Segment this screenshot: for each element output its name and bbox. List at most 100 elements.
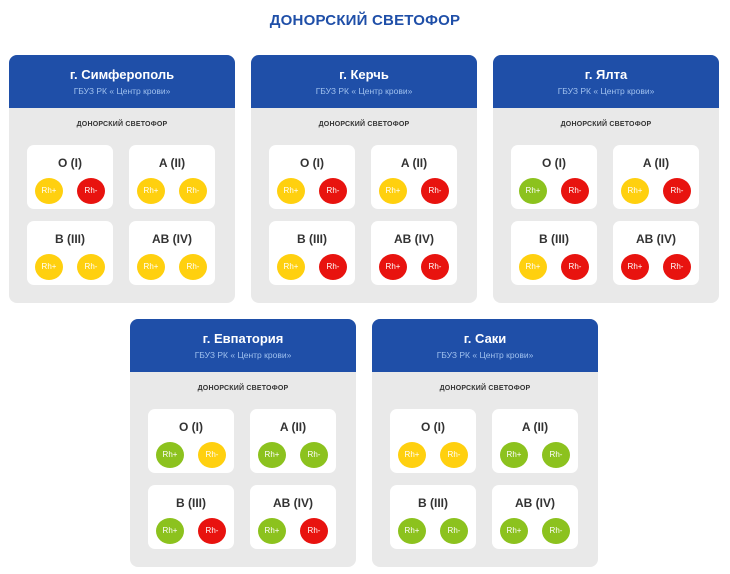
city-name: г. Ялта	[584, 67, 628, 82]
blood-group-name: B (III)	[55, 232, 85, 246]
rh-negative-indicator: Rh-	[198, 442, 226, 468]
rh-positive-indicator: Rh+	[379, 178, 407, 204]
blood-group-name: B (III)	[418, 496, 448, 510]
blood-group-name: O (I)	[58, 156, 82, 170]
card-header: г. Керчь ГБУЗ РК « Центр крови»	[251, 55, 477, 108]
rh-positive-indicator: Rh+	[156, 442, 184, 468]
blood-group-b: B (III) Rh+ Rh-	[511, 221, 597, 285]
organization-name: ГБУЗ РК « Центр крови»	[436, 350, 534, 360]
card-header: г. Саки ГБУЗ РК « Центр крови»	[372, 319, 598, 372]
blood-group-name: O (I)	[179, 420, 203, 434]
rh-negative-indicator: Rh-	[561, 254, 589, 280]
blood-group-o: O (I) Rh+ Rh-	[511, 145, 597, 209]
organization-name: ГБУЗ РК « Центр крови»	[194, 350, 292, 360]
rh-positive-indicator: Rh+	[277, 178, 305, 204]
organization-name: ГБУЗ РК « Центр крови»	[315, 86, 413, 96]
rh-positive-indicator: Rh+	[519, 178, 547, 204]
rh-positive-indicator: Rh+	[621, 254, 649, 280]
city-card: г. Ялта ГБУЗ РК « Центр крови» ДОНОРСКИЙ С…	[493, 55, 719, 303]
blood-group-ab: AB (IV) Rh+ Rh-	[371, 221, 457, 285]
rh-positive-indicator: Rh+	[258, 518, 286, 544]
blood-group-name: A (II)	[279, 420, 307, 434]
rh-negative-indicator: Rh-	[561, 178, 589, 204]
page-title: ДОНОРСКИЙ СВЕТОФОР	[269, 12, 461, 29]
blood-group-b: B (III) Rh+ Rh-	[390, 485, 476, 549]
city-card: г. Симферополь ГБУЗ РК « Центр крови» ДОНО…	[9, 55, 235, 303]
organization-name: ГБУЗ РК « Центр крови»	[557, 86, 655, 96]
card-header: г. Симферополь ГБУЗ РК « Центр крови»	[9, 55, 235, 108]
organization-name: ГБУЗ РК « Центр крови»	[73, 86, 171, 96]
svetofor-label: ДОНОРСКИЙ СВЕТОФОР	[439, 385, 531, 392]
blood-group-ab: AB (IV) Rh+ Rh-	[129, 221, 215, 285]
card-header: г. Евпатория ГБУЗ РК « Центр крови»	[130, 319, 356, 372]
blood-group-ab: AB (IV) Rh+ Rh-	[613, 221, 699, 285]
blood-group-o: O (I) Rh+ Rh-	[269, 145, 355, 209]
rh-positive-indicator: Rh+	[156, 518, 184, 544]
rh-negative-indicator: Rh-	[440, 518, 468, 544]
city-card: г. Керчь ГБУЗ РК « Центр крови» ДОНОРСКИЙ …	[251, 55, 477, 303]
blood-group-name: A (II)	[642, 156, 670, 170]
rh-negative-indicator: Rh-	[179, 178, 207, 204]
svetofor-label: ДОНОРСКИЙ СВЕТОФОР	[318, 121, 410, 128]
rh-positive-indicator: Rh+	[35, 178, 63, 204]
svetofor-label: ДОНОРСКИЙ СВЕТОФОР	[197, 385, 289, 392]
blood-group-b: B (III) Rh+ Rh-	[269, 221, 355, 285]
rh-positive-indicator: Rh+	[379, 254, 407, 280]
rh-positive-indicator: Rh+	[398, 518, 426, 544]
rh-positive-indicator: Rh+	[137, 178, 165, 204]
rh-negative-indicator: Rh-	[421, 178, 449, 204]
blood-group-name: B (III)	[176, 496, 206, 510]
rh-positive-indicator: Rh+	[258, 442, 286, 468]
blood-group-name: AB (IV)	[273, 496, 313, 510]
city-name: г. Саки	[463, 331, 507, 346]
rh-positive-indicator: Rh+	[137, 254, 165, 280]
blood-group-name: AB (IV)	[636, 232, 676, 246]
city-name: г. Евпатория	[202, 331, 284, 346]
blood-group-name: A (II)	[158, 156, 186, 170]
blood-group-name: O (I)	[300, 156, 324, 170]
rh-negative-indicator: Rh-	[319, 178, 347, 204]
blood-group-name: B (III)	[297, 232, 327, 246]
blood-group-name: AB (IV)	[515, 496, 555, 510]
city-name: г. Керчь	[339, 67, 389, 82]
rh-negative-indicator: Rh-	[542, 442, 570, 468]
blood-group-b: B (III) Rh+ Rh-	[148, 485, 234, 549]
rh-negative-indicator: Rh-	[77, 254, 105, 280]
rh-negative-indicator: Rh-	[542, 518, 570, 544]
svetofor-label: ДОНОРСКИЙ СВЕТОФОР	[560, 121, 652, 128]
blood-group-name: AB (IV)	[394, 232, 434, 246]
rh-negative-indicator: Rh-	[198, 518, 226, 544]
blood-group-o: O (I) Rh+ Rh-	[148, 409, 234, 473]
rh-positive-indicator: Rh+	[35, 254, 63, 280]
blood-group-name: B (III)	[539, 232, 569, 246]
city-card: г. Саки ГБУЗ РК « Центр крови» ДОНОРСКИЙ С…	[372, 319, 598, 567]
rh-negative-indicator: Rh-	[179, 254, 207, 280]
svetofor-label: ДОНОРСКИЙ СВЕТОФОР	[76, 121, 168, 128]
rh-negative-indicator: Rh-	[440, 442, 468, 468]
blood-group-b: B (III) Rh+ Rh-	[27, 221, 113, 285]
rh-negative-indicator: Rh-	[77, 178, 105, 204]
blood-group-name: AB (IV)	[152, 232, 192, 246]
rh-negative-indicator: Rh-	[300, 442, 328, 468]
rh-negative-indicator: Rh-	[663, 178, 691, 204]
blood-group-a: A (II) Rh+ Rh-	[492, 409, 578, 473]
rh-positive-indicator: Rh+	[519, 254, 547, 280]
rh-positive-indicator: Rh+	[500, 518, 528, 544]
rh-negative-indicator: Rh-	[319, 254, 347, 280]
rh-negative-indicator: Rh-	[663, 254, 691, 280]
blood-group-a: A (II) Rh+ Rh-	[129, 145, 215, 209]
city-card: г. Евпатория ГБУЗ РК « Центр крови» ДОНОРС…	[130, 319, 356, 567]
blood-group-o: O (I) Rh+ Rh-	[27, 145, 113, 209]
blood-group-name: A (II)	[400, 156, 428, 170]
rh-negative-indicator: Rh-	[421, 254, 449, 280]
blood-group-ab: AB (IV) Rh+ Rh-	[250, 485, 336, 549]
rh-positive-indicator: Rh+	[621, 178, 649, 204]
card-header: г. Ялта ГБУЗ РК « Центр крови»	[493, 55, 719, 108]
blood-group-name: O (I)	[542, 156, 566, 170]
blood-group-a: A (II) Rh+ Rh-	[250, 409, 336, 473]
rh-positive-indicator: Rh+	[277, 254, 305, 280]
blood-group-a: A (II) Rh+ Rh-	[371, 145, 457, 209]
blood-group-o: O (I) Rh+ Rh-	[390, 409, 476, 473]
city-name: г. Симферополь	[69, 67, 175, 82]
blood-group-name: A (II)	[521, 420, 549, 434]
